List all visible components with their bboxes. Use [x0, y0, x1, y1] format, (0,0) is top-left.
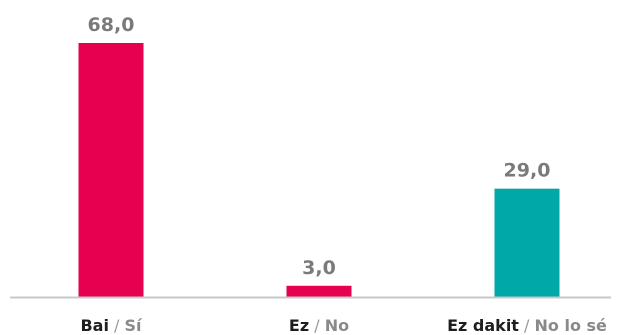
bar-2: [494, 188, 560, 297]
value-label-1: 3,0: [302, 257, 336, 279]
value-label-0: 68,0: [88, 14, 135, 36]
bar-0: [78, 43, 144, 297]
category-separator: /: [519, 316, 535, 335]
bar-1: [286, 285, 352, 297]
category-label-2: Ez dakit / No lo sé: [447, 316, 607, 335]
category-label-1: Ez / No: [289, 316, 349, 335]
category-label-0: Bai / Sí: [80, 316, 143, 335]
value-label-2: 29,0: [504, 160, 551, 182]
category-separator: /: [109, 316, 125, 335]
category-labels-group: Bai / Sí Ez / No Ez dakit / No lo sé: [80, 316, 607, 335]
category-separator: /: [309, 316, 325, 335]
category-main-text: Ez dakit: [447, 316, 519, 335]
category-secondary-text: No: [325, 316, 349, 335]
category-main-text: Bai: [80, 316, 108, 335]
value-labels-group: 68,0 3,0 29,0: [88, 14, 551, 279]
category-secondary-text: Sí: [125, 316, 144, 335]
category-secondary-text: No lo sé: [535, 316, 608, 335]
category-main-text: Ez: [289, 316, 309, 335]
bars-group: [78, 43, 560, 297]
